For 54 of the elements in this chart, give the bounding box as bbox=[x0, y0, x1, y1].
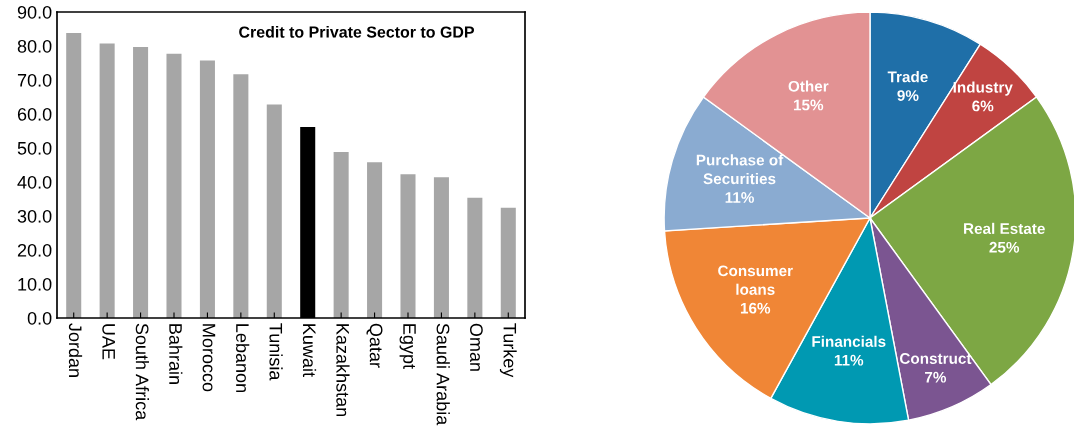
text: Credit to Private Sector to GDP bbox=[239, 25, 475, 38]
bar bbox=[367, 162, 383, 318]
bar bbox=[266, 104, 282, 318]
x-tick-label: Saudi Arabia bbox=[436, 323, 450, 426]
x-tick-label: Bahrain bbox=[169, 324, 183, 384]
data-label: 16% bbox=[740, 302, 771, 314]
slice-label: Purchase of Securities bbox=[696, 154, 784, 185]
data-label: 11% bbox=[834, 354, 864, 366]
bar bbox=[467, 197, 483, 318]
bar bbox=[233, 74, 249, 318]
data-label: 9% bbox=[897, 90, 919, 101]
x-tick-label: Tunisia bbox=[269, 323, 283, 381]
data-label: 15% bbox=[793, 99, 824, 111]
x-tick-label: Jordan bbox=[68, 323, 83, 377]
slice-label: Construct bbox=[899, 353, 972, 364]
bar bbox=[333, 152, 349, 318]
y-tick-label: 70.0 bbox=[17, 73, 52, 87]
y-tick-label: 10.0 bbox=[18, 277, 52, 291]
x-tick-label: Kuwait bbox=[302, 324, 317, 377]
bar bbox=[199, 60, 215, 318]
y-tick-label: 50.0 bbox=[17, 141, 52, 155]
slice-label: Financials bbox=[812, 335, 886, 347]
x-tick-label: Kazakhstan bbox=[336, 324, 350, 417]
x-tick-label: South Africa bbox=[135, 323, 149, 421]
slice-label: Trade bbox=[887, 71, 928, 83]
bar bbox=[99, 43, 115, 318]
bar bbox=[66, 33, 82, 318]
slice-label: Consumer loans bbox=[718, 265, 793, 295]
x-tick-label: Oman bbox=[470, 323, 483, 371]
x-tick-label: Turkey bbox=[499, 323, 517, 378]
bar bbox=[400, 174, 416, 318]
x-tick-label: Qatar bbox=[366, 323, 383, 368]
bar bbox=[500, 207, 516, 318]
slice-label: Other bbox=[788, 80, 829, 92]
bar bbox=[433, 177, 449, 318]
data-label: 6% bbox=[972, 100, 994, 112]
slice-label: Industry bbox=[953, 81, 1013, 96]
x-tick-label: Lebanon bbox=[236, 324, 250, 392]
y-tick-label: 0.0 bbox=[27, 311, 52, 325]
y-tick-label: 60.0 bbox=[17, 107, 52, 121]
y-tick-label: 30.0 bbox=[17, 209, 52, 223]
x-tick-label: UAE bbox=[102, 324, 115, 360]
bar bbox=[133, 47, 149, 318]
data-label: 11% bbox=[725, 192, 754, 203]
bar bbox=[166, 53, 182, 318]
y-tick-label: 40.0 bbox=[17, 175, 52, 189]
y-tick-label: 20.0 bbox=[17, 243, 52, 257]
data-label: 25% bbox=[989, 241, 1020, 253]
data-label: 7% bbox=[925, 371, 947, 383]
y-tick-label: 90.0 bbox=[17, 5, 52, 19]
x-tick-label: Egypt bbox=[399, 324, 416, 369]
x-tick-label: Morocco bbox=[202, 324, 216, 392]
y-tick-label: 80.0 bbox=[17, 39, 52, 53]
slice-label: Real Estate bbox=[964, 222, 1045, 235]
